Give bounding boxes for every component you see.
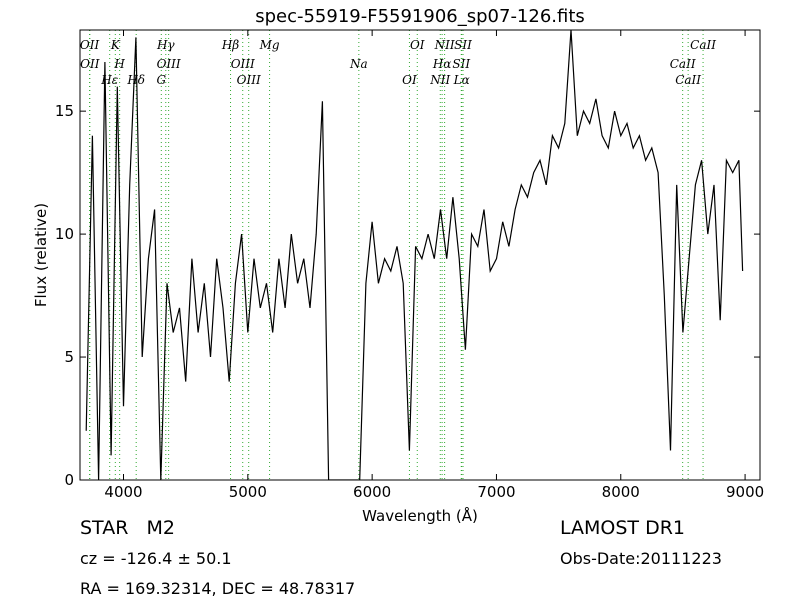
y-tick-label: 15 bbox=[55, 102, 74, 120]
spectral-line-label: OI bbox=[402, 73, 417, 87]
spectral-line-label: SII bbox=[452, 57, 470, 71]
spectral-line-label: Hδ bbox=[126, 73, 145, 87]
spectral-line-label: Na bbox=[349, 57, 368, 71]
plot-frame bbox=[79, 29, 761, 481]
spectral-line-label: CaII bbox=[690, 38, 716, 52]
chart-title: spec-55919-F5591906_sp07-126.fits bbox=[255, 6, 585, 27]
spectral-line-label: OIII bbox=[157, 57, 181, 71]
spectral-line-label: NII bbox=[429, 73, 450, 87]
spectral-line-label: G bbox=[157, 73, 167, 87]
annotation: RA = 169.32314, DEC = 48.78317 bbox=[80, 579, 355, 598]
spectral-line-label: OII bbox=[80, 57, 100, 71]
annotation: STAR M2 bbox=[80, 517, 175, 539]
spectral-line-label: Mg bbox=[259, 38, 280, 52]
spectral-line-label: H bbox=[113, 57, 125, 71]
spectrum-line bbox=[85, 30, 744, 480]
x-tick-label: 7000 bbox=[477, 483, 515, 501]
x-tick-label: 9000 bbox=[726, 483, 764, 501]
annotation: cz = -126.4 ± 50.1 bbox=[80, 549, 232, 568]
spectral-line-label: Lα bbox=[453, 73, 470, 87]
spectral-line-label: Hα bbox=[432, 57, 452, 71]
y-axis-label: Flux (relative) bbox=[32, 203, 50, 307]
annotation: Obs-Date:20111223 bbox=[560, 549, 722, 568]
spectral-line-label: OI bbox=[410, 38, 425, 52]
spectral-line-label: K bbox=[110, 38, 121, 52]
x-tick-label: 6000 bbox=[353, 483, 391, 501]
spectral-line-label: NII bbox=[434, 38, 455, 52]
x-tick-label: 5000 bbox=[229, 483, 267, 501]
spectral-line-label: Hγ bbox=[156, 38, 175, 52]
spectral-line-label: Hβ bbox=[221, 38, 239, 52]
spectral-line-label: OII bbox=[80, 38, 100, 52]
x-tick-label: 4000 bbox=[104, 483, 142, 501]
y-tick-label: 10 bbox=[55, 225, 74, 243]
spectral-line-label: SII bbox=[454, 38, 472, 52]
spectral-line-label: OIII bbox=[237, 73, 261, 87]
spectral-line-label: CaII bbox=[670, 57, 696, 71]
y-tick-label: 5 bbox=[64, 348, 74, 366]
x-axis-label: Wavelength (Å) bbox=[362, 506, 478, 525]
spectral-line-label: Hε bbox=[100, 73, 118, 87]
annotation: LAMOST DR1 bbox=[560, 517, 685, 539]
x-tick-label: 8000 bbox=[602, 483, 640, 501]
y-tick-label: 0 bbox=[64, 471, 74, 489]
spectral-line-label: OIII bbox=[231, 57, 255, 71]
spectral-line-label: CaII bbox=[675, 73, 701, 87]
